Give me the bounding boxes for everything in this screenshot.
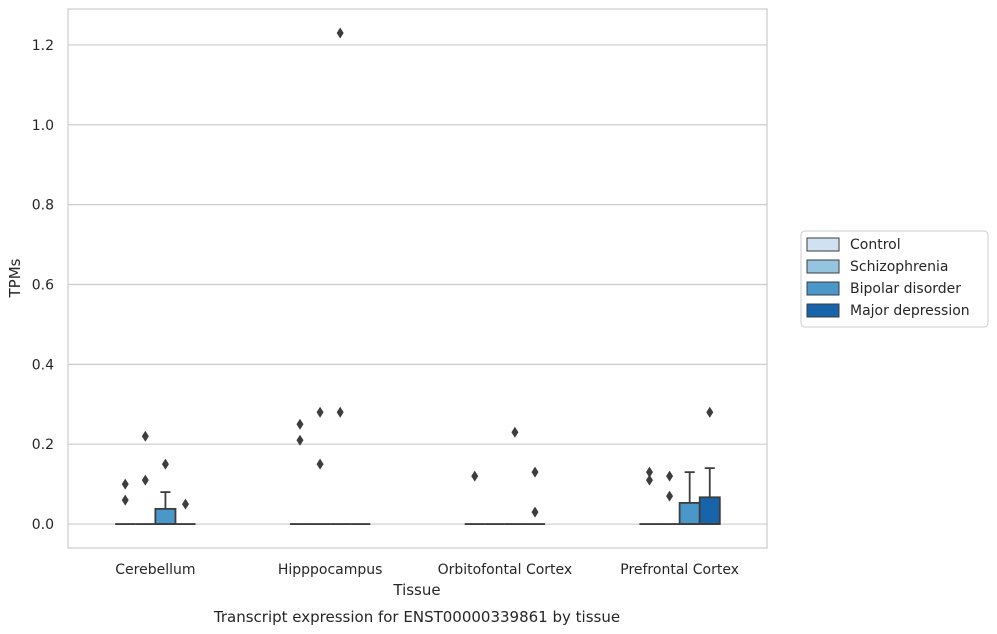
legend-label: Control — [850, 237, 901, 253]
box-groups — [115, 27, 721, 525]
plot-area-frame — [67, 8, 768, 549]
outlier-point — [316, 406, 324, 418]
outlier-point — [141, 430, 149, 442]
outlier-point — [531, 466, 539, 478]
x-tick-label: Cerebellum — [115, 562, 195, 578]
box-group — [464, 426, 546, 525]
y-tick-label: 1.2 — [32, 38, 54, 54]
x-axis-label: Tissue — [392, 581, 440, 599]
outlier-point — [141, 474, 149, 486]
box-group — [289, 27, 371, 525]
legend-swatch — [806, 303, 840, 318]
outlier-point — [296, 418, 304, 430]
outlier-point — [316, 458, 324, 470]
y-tick-label: 0.8 — [32, 198, 54, 214]
legend-label: Major depression — [850, 303, 970, 319]
outlier-point — [121, 478, 129, 490]
legend-swatch — [806, 259, 840, 274]
y-tick-label: 0.6 — [32, 277, 54, 293]
outlier-point — [336, 27, 344, 39]
outlier-point — [666, 490, 674, 502]
y-tick-label: 1.0 — [32, 118, 54, 134]
y-axis-label: TPMs — [6, 258, 24, 298]
box-group — [639, 406, 721, 525]
y-tick-label: 0.0 — [32, 517, 54, 533]
outlier-point — [645, 474, 653, 486]
box-body — [678, 501, 701, 525]
outlier-point — [121, 494, 129, 506]
outlier-point — [531, 506, 539, 518]
outlier-point — [296, 434, 304, 446]
y-tick-label: 0.2 — [32, 437, 54, 453]
x-tick-label: Orbitofontal Cortex — [438, 562, 573, 578]
outlier-point — [336, 406, 344, 418]
legend-frame — [800, 230, 989, 328]
y-axis-ticks: 0.0 0.2 0.4 0.6 0.8 1.0 1.2 — [32, 38, 54, 533]
outlier-point — [706, 406, 714, 418]
legend-swatch — [806, 281, 840, 296]
y-gridlines — [68, 44, 767, 525]
box-body — [698, 496, 721, 525]
x-tick-label: Hipppocampus — [278, 562, 383, 578]
outlier-point — [645, 466, 653, 478]
x-tick-label: Prefrontal Cortex — [620, 562, 739, 578]
box-group — [115, 430, 196, 525]
legend-swatch — [806, 237, 840, 252]
outlier-point — [182, 498, 190, 510]
outlier-point — [666, 470, 674, 482]
box-body — [154, 507, 177, 525]
outlier-point — [511, 426, 519, 438]
y-tick-label: 0.4 — [32, 357, 54, 373]
outlier-point — [471, 470, 479, 482]
legend-label: Bipolar disorder — [850, 281, 961, 297]
outlier-point — [161, 458, 169, 470]
figure-caption: Transcript expression for ENST0000033986… — [213, 608, 620, 626]
x-axis-ticks: Cerebellum Hipppocampus Orbitofontal Corte… — [115, 562, 739, 578]
legend-label: Schizophrenia — [850, 259, 948, 275]
legend: Control Schizophrenia Bipolar disorder Majo… — [800, 230, 989, 328]
